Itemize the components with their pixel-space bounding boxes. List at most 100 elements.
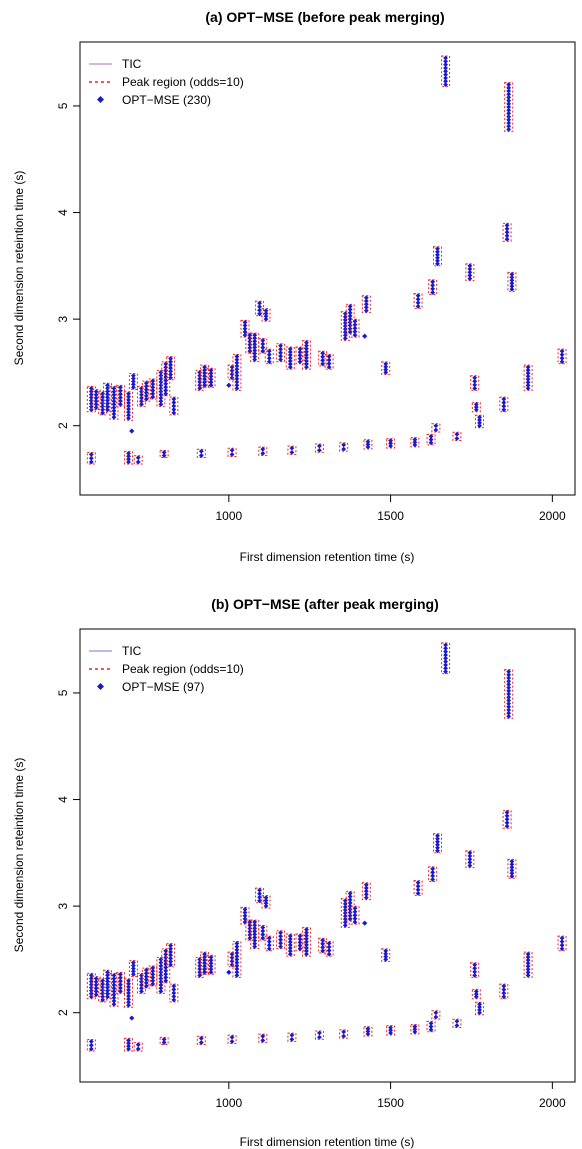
opt-mse-point <box>435 258 440 264</box>
opt-mse-point <box>287 352 293 358</box>
opt-mse-point <box>365 1026 371 1032</box>
opt-mse-point <box>365 1031 371 1037</box>
panel-a-x-axis-label: First dimension retention time (s) <box>240 550 415 564</box>
legend-a-point-label: OPT−MSE (230) <box>122 93 211 107</box>
opt-mse-point <box>234 379 240 385</box>
opt-mse-point <box>168 955 173 961</box>
opt-mse-point <box>383 367 389 372</box>
opt-mse-point <box>472 382 478 388</box>
peak-cluster <box>475 1001 485 1016</box>
opt-mse-point <box>266 942 272 948</box>
peak-cluster <box>124 391 134 421</box>
opt-mse-point <box>260 345 266 350</box>
opt-mse-point <box>467 853 473 859</box>
opt-mse-point <box>342 922 348 928</box>
opt-mse-point <box>297 933 303 939</box>
opt-mse-point <box>347 313 353 319</box>
opt-mse-point <box>287 948 293 954</box>
opt-mse-point <box>198 453 204 458</box>
peak-cluster <box>504 82 514 132</box>
opt-mse-point <box>509 870 515 876</box>
opt-mse-point <box>297 356 303 361</box>
opt-mse-point <box>326 944 332 950</box>
opt-mse-point <box>126 451 131 456</box>
opt-mse-point <box>118 989 123 994</box>
opt-mse-point <box>473 404 479 410</box>
opt-mse-point <box>278 350 283 356</box>
opt-mse-point <box>297 346 303 352</box>
peak-cluster <box>103 382 112 413</box>
opt-mse-point <box>252 922 258 928</box>
opt-mse-point <box>428 1024 434 1029</box>
opt-mse-point <box>443 65 448 71</box>
opt-mse-point <box>278 930 283 936</box>
opt-mse-point <box>168 359 173 365</box>
opt-mse-point <box>126 1002 131 1008</box>
opt-mse-point <box>126 409 131 415</box>
opt-mse-point <box>352 905 358 911</box>
peak-cluster <box>301 927 311 957</box>
opt-mse-point <box>504 236 510 242</box>
opt-mse-point <box>126 1040 131 1046</box>
opt-mse-point <box>433 1014 439 1020</box>
opt-mse-point <box>412 442 418 448</box>
opt-mse-point <box>168 372 173 377</box>
opt-mse-point <box>347 903 353 909</box>
opt-mse-point <box>506 91 512 97</box>
opt-mse-point <box>88 459 94 465</box>
opt-mse-point <box>100 987 106 993</box>
opt-mse-point <box>304 361 309 367</box>
opt-mse-point <box>208 966 214 972</box>
opt-mse-point <box>304 352 309 358</box>
opt-mse-point <box>278 937 283 943</box>
opt-mse-point <box>257 311 262 317</box>
peak-cluster <box>258 924 268 941</box>
legend-a-peak-label: Peak region (odds=10) <box>122 75 244 89</box>
peak-cluster <box>465 263 475 282</box>
opt-mse-point <box>100 984 106 990</box>
peak-cluster <box>413 293 423 309</box>
opt-mse-point <box>130 963 136 968</box>
peak-cluster <box>428 279 438 295</box>
opt-mse-point <box>430 877 436 882</box>
opt-mse-point <box>126 984 131 990</box>
opt-mse-point <box>105 991 110 997</box>
opt-mse-point <box>126 993 131 999</box>
opt-mse-point <box>257 304 262 310</box>
opt-mse-point <box>202 379 207 385</box>
opt-mse-point <box>252 938 258 943</box>
opt-mse-point <box>435 842 440 848</box>
opt-mse-point <box>118 398 123 404</box>
peak-cluster <box>161 361 171 397</box>
peak-cluster <box>523 364 533 391</box>
opt-mse-point <box>473 989 479 994</box>
opt-mse-point <box>168 375 173 381</box>
opt-mse-point <box>506 710 512 716</box>
opt-mse-point <box>363 301 369 307</box>
opt-mse-point <box>501 403 507 409</box>
opt-mse-point <box>266 348 272 354</box>
opt-mse-point <box>477 414 482 420</box>
opt-mse-point <box>509 861 515 867</box>
opt-mse-point <box>501 400 507 406</box>
opt-mse-point <box>139 989 144 994</box>
peak-cluster <box>318 350 328 367</box>
opt-mse-point <box>388 1027 393 1033</box>
opt-mse-point <box>415 303 421 309</box>
opt-mse-point <box>126 987 131 993</box>
opt-mse-point <box>433 1010 439 1016</box>
opt-mse-point <box>105 982 110 987</box>
opt-mse-point <box>202 373 207 379</box>
opt-mse-point <box>504 233 510 239</box>
opt-mse-point <box>304 343 309 349</box>
peak-cluster <box>232 940 242 978</box>
opt-mse-point <box>347 310 353 316</box>
opt-mse-point <box>287 945 293 951</box>
opt-mse-point <box>247 922 253 928</box>
opt-mse-point <box>443 649 448 655</box>
opt-mse-point <box>105 972 110 978</box>
opt-mse-point <box>506 98 512 104</box>
peak-cluster <box>287 1032 297 1042</box>
opt-mse-point <box>150 388 156 393</box>
peak-cluster <box>103 969 112 1000</box>
